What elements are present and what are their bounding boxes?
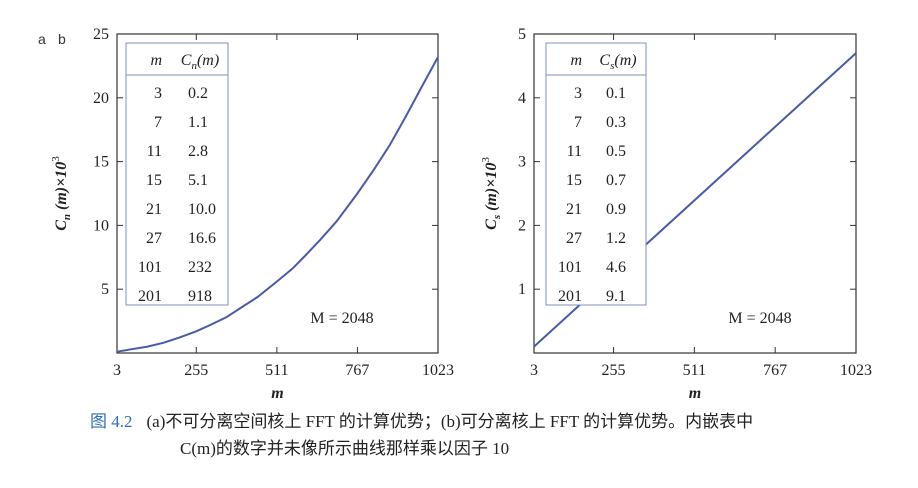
inset-table-cell-c: 0.9 xyxy=(606,201,626,218)
x-tick-label: 767 xyxy=(345,362,369,379)
inset-table-cell-m: 11 xyxy=(147,143,162,160)
x-tick-label: 511 xyxy=(683,362,706,379)
y-tick-label: 2 xyxy=(518,217,526,234)
plot-frame xyxy=(533,33,857,354)
inset-table-cell-c: 0.3 xyxy=(606,114,626,131)
x-tick-label: 255 xyxy=(602,362,626,379)
y-tick-label: 3 xyxy=(518,154,526,171)
inset-table-cell-c: 232 xyxy=(188,259,212,276)
inset-table-cell-c: 4.6 xyxy=(606,259,626,276)
inset-table xyxy=(545,42,647,306)
figure-caption: 图 4.2 (a)不可分离空间核上 FFT 的计算优势；(b)可分离核上 FFT … xyxy=(90,408,910,462)
y-tick-label: 10 xyxy=(93,217,109,234)
x-axis-label: m xyxy=(689,385,701,402)
y-tick-label: 4 xyxy=(518,90,526,107)
inset-table-cell-m: 27 xyxy=(566,230,582,247)
inset-table-cell-c: 1.2 xyxy=(606,230,626,247)
y-tick-label: 20 xyxy=(93,90,109,107)
inset-table-cell-c: 0.5 xyxy=(606,143,626,160)
inset-table-cell-m: 3 xyxy=(574,85,582,102)
inset-table-cell-m: 15 xyxy=(566,172,582,189)
inset-table-cell-m: 11 xyxy=(567,143,582,160)
x-tick-label: 767 xyxy=(763,362,787,379)
inset-table-cell-c: 10.0 xyxy=(188,201,216,218)
chart-a: 3 255 511 767 1023 5 10 15 20 25 m Cn (m)×103 m Cn(m)… xyxy=(50,26,454,402)
x-axis-label: m xyxy=(271,385,283,402)
x-tick-label: 3 xyxy=(113,362,121,379)
inset-table-cell-m: 7 xyxy=(154,114,162,131)
inset-table-header-c: Cn(m) xyxy=(181,52,219,72)
inset-table-cell-m: 3 xyxy=(154,85,162,102)
inset-table-cell-c: 0.2 xyxy=(188,85,208,102)
panel-label-b: b xyxy=(58,31,66,47)
caption-line-1: (a)不可分离空间核上 FFT 的计算优势；(b)可分离核上 FFT 的计算优势… xyxy=(146,412,754,431)
panel-label-a: a xyxy=(38,31,46,47)
caption-figure-number: 图 4.2 xyxy=(90,412,133,431)
inset-table-cell-c: 5.1 xyxy=(188,172,208,189)
y-tick-label: 15 xyxy=(93,154,109,171)
inset-table-cell-m: 21 xyxy=(146,201,162,218)
inset-table-cell-m: 21 xyxy=(566,201,582,218)
inset-table-cell-m: 7 xyxy=(574,114,582,131)
inset-table-cell-c: 0.1 xyxy=(606,85,626,102)
inset-table-cell-c: 0.7 xyxy=(606,172,626,189)
y-tick-label: 25 xyxy=(93,26,109,43)
inset-table-cell-m: 201 xyxy=(558,288,582,305)
x-tick-label: 1023 xyxy=(422,362,454,379)
inset-table xyxy=(125,42,229,306)
y-tick-label: 1 xyxy=(518,281,526,298)
y-axis-label: Cs (m)×103 xyxy=(480,157,503,230)
inset-table-cell-c: 918 xyxy=(188,288,212,305)
inset-table-cell-m: 101 xyxy=(558,259,582,276)
x-tick-label: 3 xyxy=(530,362,538,379)
plot-frame xyxy=(116,33,439,354)
inset-table-cell-m: 101 xyxy=(138,259,162,276)
inset-table-header-m: m xyxy=(570,52,582,69)
annotation-m-value: M = 2048 xyxy=(728,310,791,327)
inset-table-cell-m: 27 xyxy=(146,230,162,247)
inset-table-header-c: Cs(m) xyxy=(599,52,636,72)
x-tick-label: 1023 xyxy=(840,362,872,379)
inset-table-header-m: m xyxy=(150,52,162,69)
inset-table-cell-m: 15 xyxy=(146,172,162,189)
inset-table-cell-c: 9.1 xyxy=(606,288,626,305)
chart-b: 3 255 511 767 1023 1 2 3 4 5 m Cs (m)×103 m Cs(m) 3 0.1… xyxy=(480,26,872,402)
x-tick-label: 255 xyxy=(184,362,208,379)
y-tick-label: 5 xyxy=(101,281,109,298)
inset-table-cell-c: 16.6 xyxy=(188,230,216,247)
inset-table-cell-m: 201 xyxy=(138,288,162,305)
inset-table-cell-c: 1.1 xyxy=(188,114,208,131)
inset-table-cell-c: 2.8 xyxy=(188,143,208,160)
x-tick-label: 511 xyxy=(265,362,288,379)
y-axis-label: Cn (m)×103 xyxy=(50,156,73,231)
series-line xyxy=(116,56,439,353)
caption-line-2: C(m)的数字并未像所示曲线那样乘以因子 10 xyxy=(180,439,510,458)
annotation-m-value: M = 2048 xyxy=(310,310,373,327)
y-tick-label: 5 xyxy=(518,26,526,43)
